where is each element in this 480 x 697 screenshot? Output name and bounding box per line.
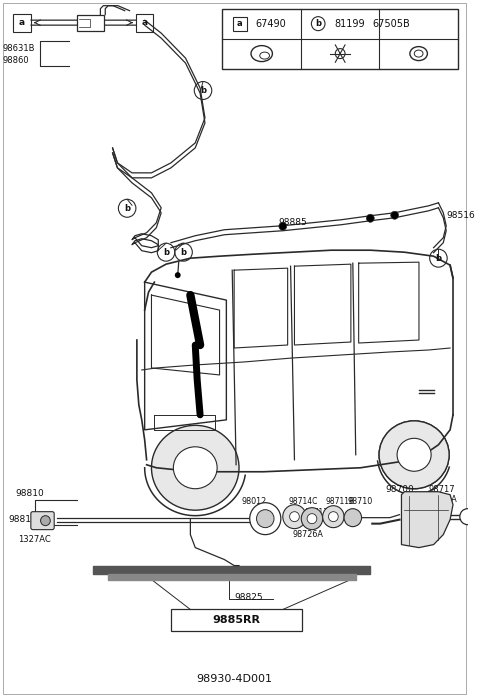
Text: 98815: 98815 [9,515,37,524]
Text: b: b [315,19,321,28]
Text: a: a [19,18,25,27]
Text: 98930-4D001: 98930-4D001 [196,674,272,684]
Text: 98012: 98012 [242,497,267,506]
Text: 98700: 98700 [385,485,414,494]
Ellipse shape [379,421,449,489]
Text: 98631B: 98631B [2,44,35,53]
Text: a: a [142,18,148,27]
Bar [222,8,458,68]
Text: 98717: 98717 [429,485,456,494]
Text: 98120A: 98120A [427,495,457,504]
Circle shape [283,505,306,528]
Text: 98726A: 98726A [292,530,324,539]
Text: b: b [163,247,169,256]
Text: 1327AC: 1327AC [18,535,51,544]
Bar [136,14,154,31]
Text: 9885RR: 9885RR [213,615,261,625]
Polygon shape [401,491,453,548]
Bar [171,609,302,631]
Circle shape [344,509,361,527]
FancyBboxPatch shape [31,512,54,530]
Circle shape [175,272,180,278]
Text: 98710: 98710 [348,497,373,506]
Circle shape [323,506,344,528]
Text: 98825: 98825 [234,593,263,602]
Circle shape [301,507,323,530]
Text: b: b [124,204,130,213]
Circle shape [250,503,281,535]
Text: 98714C: 98714C [288,497,318,506]
Text: b: b [200,86,206,95]
Text: 98885: 98885 [278,217,307,227]
Text: 67505B: 67505B [372,19,410,29]
Ellipse shape [397,438,431,471]
Text: 81199: 81199 [334,19,364,29]
Ellipse shape [173,447,217,489]
Circle shape [289,512,300,521]
Text: a: a [237,19,242,28]
Circle shape [391,211,398,220]
Ellipse shape [152,425,239,510]
Text: 98860: 98860 [2,56,29,65]
Text: 98711B: 98711B [325,497,355,506]
Text: b: b [435,254,442,263]
Text: b: b [180,247,187,256]
Circle shape [41,516,50,526]
Polygon shape [93,565,371,574]
Bar [77,15,104,31]
Text: 67490: 67490 [255,19,286,29]
Text: 98713B: 98713B [304,508,334,517]
Text: 98516: 98516 [446,210,475,220]
Circle shape [460,509,475,525]
Circle shape [279,222,287,230]
Circle shape [366,214,374,222]
Circle shape [307,514,317,523]
Text: 98810: 98810 [15,489,44,498]
Bar [233,17,247,31]
Polygon shape [108,574,356,579]
Circle shape [328,512,338,521]
Bar [13,14,31,31]
Circle shape [256,510,274,528]
